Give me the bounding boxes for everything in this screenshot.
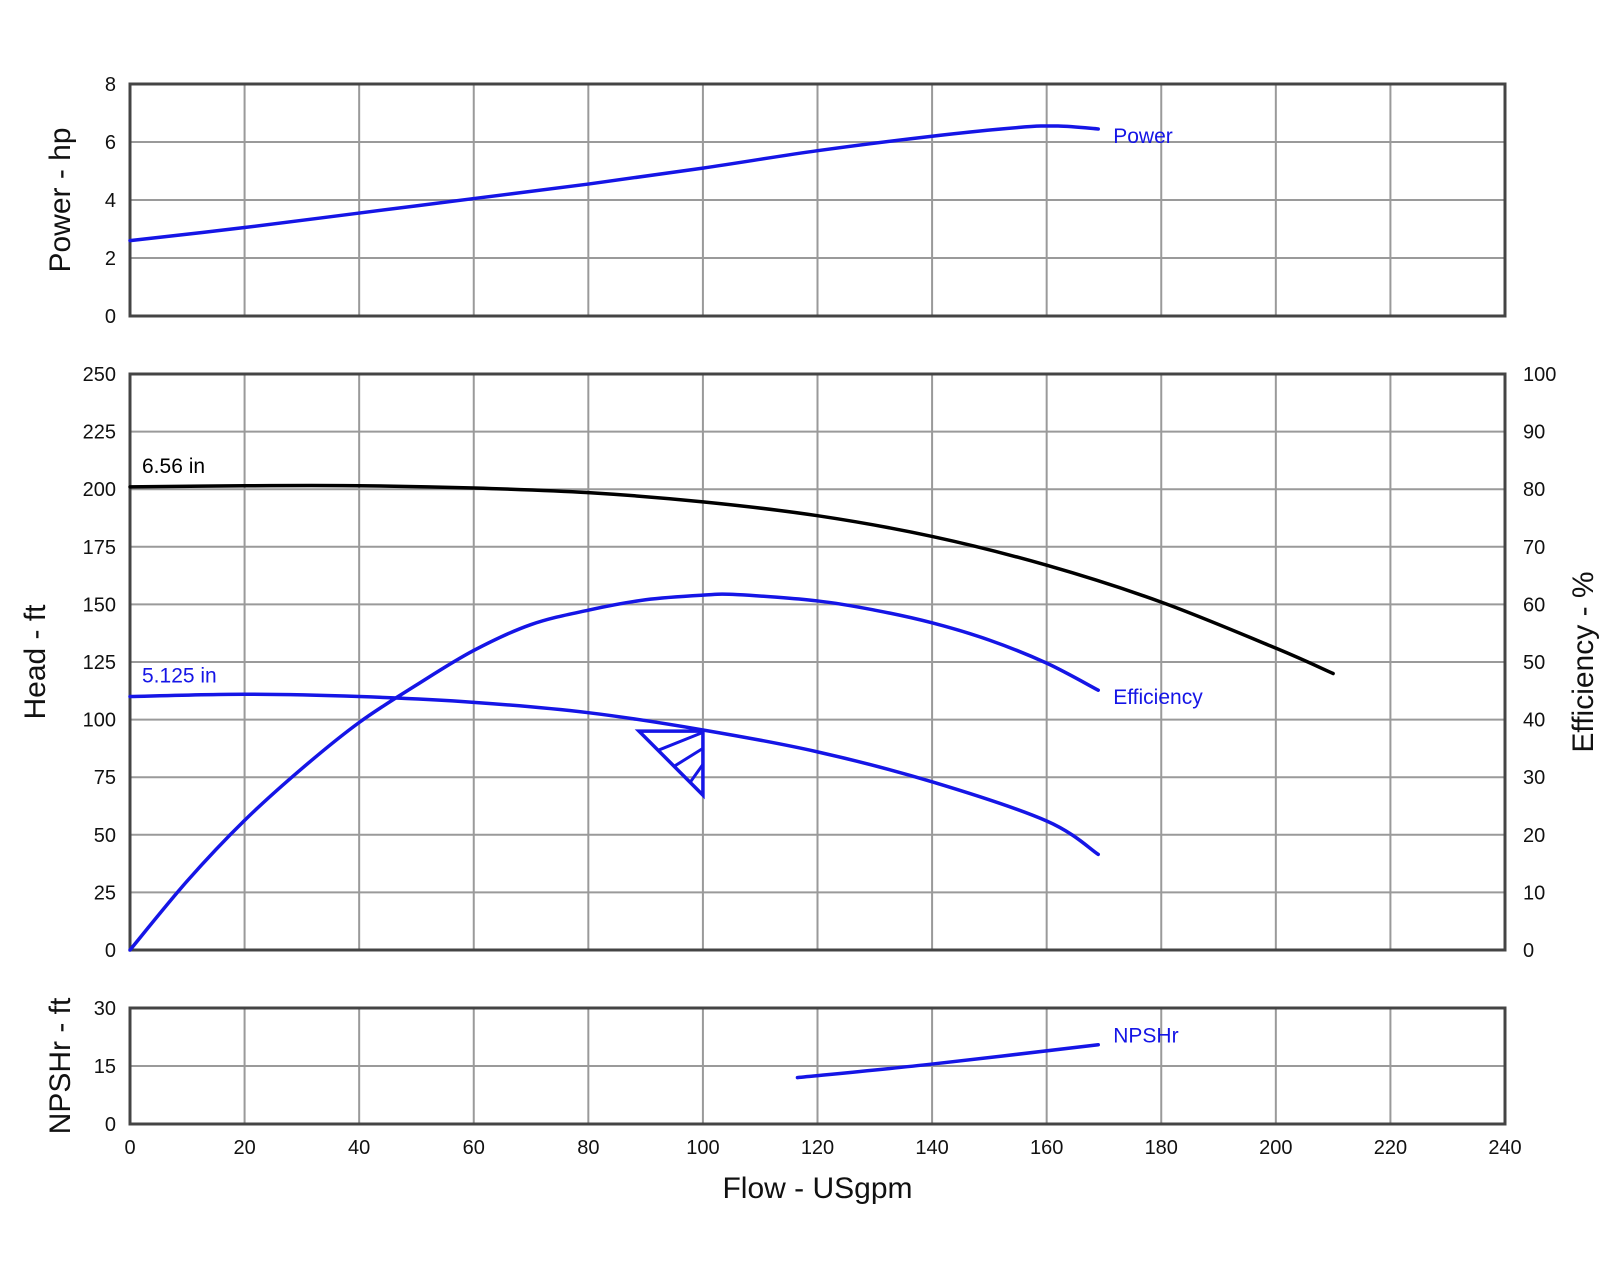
curve-label-6-56-in: 6.56 in xyxy=(142,455,205,478)
efficiency-tick-label: 80 xyxy=(1523,479,1545,501)
efficiency-tick-label: 10 xyxy=(1523,882,1545,904)
x-tick-label: 200 xyxy=(1259,1137,1292,1159)
x-tick-label: 80 xyxy=(577,1137,599,1159)
curve-label-5-125-in: 5.125 in xyxy=(142,665,217,688)
head-y-tick-label: 0 xyxy=(105,940,116,962)
power-y-axis-title: Power - hp xyxy=(44,127,77,272)
curve-power xyxy=(128,124,1100,243)
efficiency-tick-label: 0 xyxy=(1523,940,1534,962)
x-tick-label: 160 xyxy=(1030,1137,1063,1159)
x-tick-label: 240 xyxy=(1488,1137,1521,1159)
power-y-tick-label: 8 xyxy=(105,74,116,96)
curve-efficiency xyxy=(128,592,1100,952)
head-y-tick-label: 125 xyxy=(83,652,116,674)
x-tick-label: 20 xyxy=(233,1137,255,1159)
curve-6-56-in xyxy=(128,483,1335,676)
head-y-tick-label: 250 xyxy=(83,364,116,386)
bep-hatch-line xyxy=(673,747,704,768)
x-tick-label: 60 xyxy=(463,1137,485,1159)
curve-layer xyxy=(128,124,1335,1080)
npshr-y-tick-label: 30 xyxy=(94,998,116,1020)
x-axis-title: Flow - USgpm xyxy=(722,1172,912,1205)
npshr-y-axis-title: NPSHr - ft xyxy=(44,997,77,1134)
bep-triangle-marker xyxy=(634,729,705,800)
x-tick-label: 180 xyxy=(1145,1137,1178,1159)
efficiency-tick-label: 90 xyxy=(1523,422,1545,444)
head-y-tick-label: 100 xyxy=(83,710,116,732)
x-tick-label: 40 xyxy=(348,1137,370,1159)
head-y-tick-label: 200 xyxy=(83,479,116,501)
power-y-tick-label: 4 xyxy=(105,190,116,212)
curve-5-125-in xyxy=(128,692,1100,857)
power-y-tick-label: 2 xyxy=(105,248,116,270)
efficiency-tick-label: 60 xyxy=(1523,594,1545,616)
grid-layer xyxy=(128,82,1507,1126)
power-frame xyxy=(128,82,1507,318)
efficiency-tick-label: 40 xyxy=(1523,710,1545,732)
curve-npshr xyxy=(795,1042,1100,1080)
bep-hatch-line xyxy=(688,763,705,784)
head-y-tick-label: 25 xyxy=(94,882,116,904)
efficiency-tick-label: 30 xyxy=(1523,767,1545,789)
x-tick-label: 220 xyxy=(1374,1137,1407,1159)
efficiency-axis-title: Efficiency - % xyxy=(1567,571,1600,752)
efficiency-tick-label: 50 xyxy=(1523,652,1545,674)
head-y-axis-title: Head - ft xyxy=(19,604,52,720)
npshr-y-tick-label: 0 xyxy=(105,1114,116,1136)
head-frame xyxy=(128,372,1507,952)
x-tick-label: 0 xyxy=(124,1137,135,1159)
head-y-tick-label: 150 xyxy=(83,594,116,616)
x-tick-label: 100 xyxy=(686,1137,719,1159)
x-tick-label: 140 xyxy=(915,1137,948,1159)
bep-hatch-line xyxy=(657,731,704,752)
efficiency-tick-label: 20 xyxy=(1523,825,1545,847)
curve-label-npshr: NPSHr xyxy=(1113,1025,1178,1048)
head-y-tick-label: 225 xyxy=(83,422,116,444)
efficiency-tick-label: 100 xyxy=(1523,364,1556,386)
power-y-tick-label: 6 xyxy=(105,132,116,154)
head-y-tick-label: 75 xyxy=(94,767,116,789)
head-y-tick-label: 175 xyxy=(83,537,116,559)
head-y-tick-label: 50 xyxy=(94,825,116,847)
npshr-frame xyxy=(128,1006,1507,1126)
curve-label-efficiency: Efficiency xyxy=(1113,686,1203,709)
x-tick-label: 120 xyxy=(801,1137,834,1159)
efficiency-tick-label: 70 xyxy=(1523,537,1545,559)
power-y-tick-label: 0 xyxy=(105,306,116,328)
npshr-y-tick-label: 15 xyxy=(94,1056,116,1078)
curve-label-power: Power xyxy=(1113,125,1173,148)
